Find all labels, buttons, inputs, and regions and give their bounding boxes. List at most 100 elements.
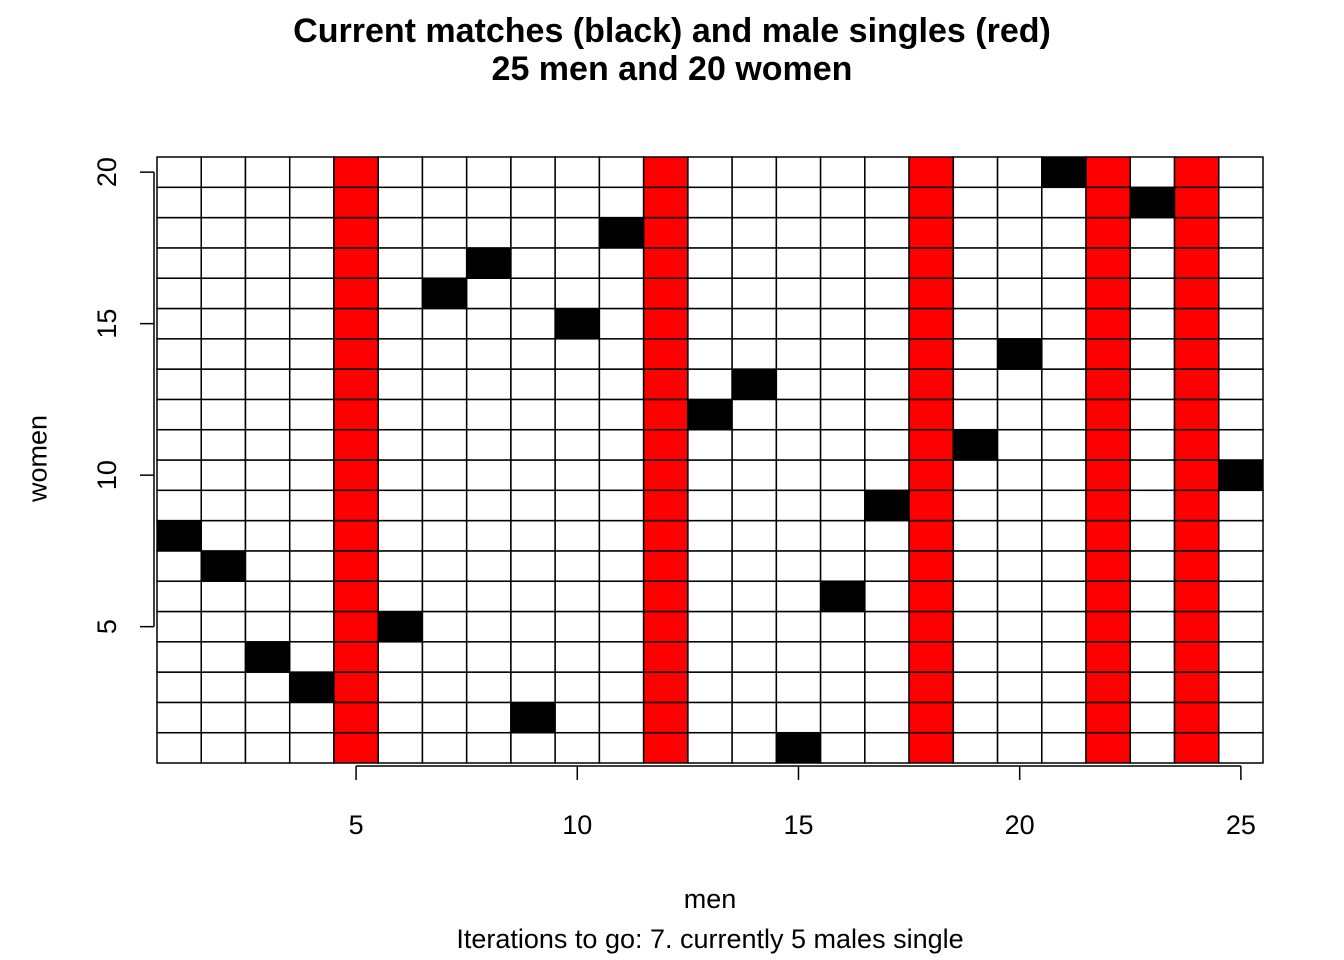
cell-empty-man19-woman4 bbox=[952, 641, 999, 673]
cell-empty-man19-woman10 bbox=[952, 459, 999, 492]
cell-empty-man19-woman6 bbox=[952, 580, 999, 613]
cell-empty-man4-woman19 bbox=[288, 186, 335, 219]
cell-empty-man23-woman7 bbox=[1129, 550, 1176, 582]
cell-empty-man11-woman9 bbox=[598, 489, 645, 522]
cell-empty-man3-woman16 bbox=[244, 277, 291, 310]
cell-match-man17-woman9 bbox=[864, 489, 910, 522]
cell-empty-man8-woman15 bbox=[465, 307, 512, 340]
cell-empty-man2-woman1 bbox=[200, 731, 247, 764]
cell-empty-man7-woman20 bbox=[421, 156, 468, 189]
cell-single-man12-woman17 bbox=[642, 247, 689, 279]
cell-empty-man16-woman19 bbox=[819, 186, 866, 219]
cell-empty-man10-woman12 bbox=[554, 398, 601, 431]
cell-single-man5-woman9 bbox=[333, 489, 379, 522]
cell-empty-man3-woman10 bbox=[244, 459, 291, 492]
cell-empty-man9-woman10 bbox=[510, 459, 556, 492]
cell-empty-man19-woman18 bbox=[952, 216, 999, 249]
cell-empty-man19-woman20 bbox=[952, 156, 999, 189]
cell-empty-man20-woman16 bbox=[996, 277, 1043, 310]
cell-empty-man14-woman14 bbox=[731, 338, 778, 370]
cell-empty-man8-woman19 bbox=[465, 186, 512, 219]
cell-empty-man23-woman2 bbox=[1129, 701, 1176, 734]
cell-empty-man14-woman5 bbox=[731, 610, 778, 643]
cell-single-man22-woman1 bbox=[1085, 731, 1132, 764]
cell-empty-man2-woman16 bbox=[200, 277, 247, 310]
cell-empty-man25-woman6 bbox=[1218, 580, 1264, 613]
cell-empty-man7-woman10 bbox=[421, 459, 468, 492]
cell-empty-man20-woman8 bbox=[996, 519, 1043, 552]
cell-empty-man25-woman11 bbox=[1218, 428, 1264, 461]
cell-empty-man9-woman13 bbox=[510, 368, 556, 401]
cell-empty-man10-woman18 bbox=[554, 216, 601, 249]
cell-empty-man13-woman5 bbox=[687, 610, 733, 643]
cell-empty-man21-woman7 bbox=[1041, 550, 1087, 582]
cell-empty-man23-woman12 bbox=[1129, 398, 1176, 431]
cell-single-man5-woman19 bbox=[333, 186, 379, 219]
cell-empty-man11-woman10 bbox=[598, 459, 645, 492]
cell-match-man8-woman17 bbox=[465, 247, 512, 279]
cell-single-man18-woman4 bbox=[908, 641, 955, 673]
cell-empty-man6-woman11 bbox=[377, 428, 424, 461]
cell-match-man7-woman16 bbox=[421, 277, 468, 310]
cell-empty-man19-woman2 bbox=[952, 701, 999, 734]
cell-empty-man20-woman5 bbox=[996, 610, 1043, 643]
cell-empty-man11-woman19 bbox=[598, 186, 645, 219]
chart-subtitle: Iterations to go: 7. currently 5 males s… bbox=[456, 924, 964, 954]
cell-single-man18-woman20 bbox=[908, 156, 955, 189]
cell-empty-man11-woman8 bbox=[598, 519, 645, 552]
cell-empty-man15-woman18 bbox=[775, 216, 822, 249]
cell-empty-man11-woman12 bbox=[598, 398, 645, 431]
cell-empty-man1-woman5 bbox=[156, 610, 202, 643]
cell-empty-man16-woman4 bbox=[819, 641, 866, 673]
cell-empty-man4-woman8 bbox=[288, 519, 335, 552]
cell-single-man5-woman17 bbox=[333, 247, 379, 279]
cell-empty-man19-woman3 bbox=[952, 671, 999, 704]
cell-empty-man17-woman5 bbox=[864, 610, 910, 643]
cell-empty-man8-woman4 bbox=[465, 641, 512, 673]
cell-empty-man10-woman20 bbox=[554, 156, 601, 189]
cell-single-man24-woman19 bbox=[1173, 186, 1220, 219]
cell-empty-man7-woman13 bbox=[421, 368, 468, 401]
cell-empty-man16-woman3 bbox=[819, 671, 866, 704]
cell-empty-man7-woman18 bbox=[421, 216, 468, 249]
cell-empty-man11-woman6 bbox=[598, 580, 645, 613]
cell-empty-man10-woman6 bbox=[554, 580, 601, 613]
cell-single-man24-woman20 bbox=[1173, 156, 1220, 189]
cell-empty-man3-woman6 bbox=[244, 580, 291, 613]
cell-empty-man2-woman9 bbox=[200, 489, 247, 522]
cell-empty-man2-woman2 bbox=[200, 701, 247, 734]
cell-empty-man21-woman3 bbox=[1041, 671, 1087, 704]
cell-empty-man7-woman3 bbox=[421, 671, 468, 704]
cell-empty-man20-woman4 bbox=[996, 641, 1043, 673]
cell-empty-man11-woman3 bbox=[598, 671, 645, 704]
cell-single-man12-woman20 bbox=[642, 156, 689, 189]
cell-single-man18-woman10 bbox=[908, 459, 955, 492]
cell-empty-man17-woman8 bbox=[864, 519, 910, 552]
cell-empty-man11-woman20 bbox=[598, 156, 645, 189]
cell-single-man5-woman6 bbox=[333, 580, 379, 613]
cell-empty-man21-woman19 bbox=[1041, 186, 1087, 219]
cell-single-man12-woman19 bbox=[642, 186, 689, 219]
cell-match-man16-woman6 bbox=[819, 580, 866, 613]
cell-empty-man10-woman7 bbox=[554, 550, 601, 582]
cell-empty-man11-woman14 bbox=[598, 338, 645, 370]
cell-empty-man13-woman16 bbox=[687, 277, 733, 310]
cell-match-man19-woman11 bbox=[952, 428, 999, 461]
cell-single-man24-woman16 bbox=[1173, 277, 1220, 310]
cell-empty-man19-woman5 bbox=[952, 610, 999, 643]
x-axis: 5 10 15 20 25 bbox=[349, 765, 1256, 840]
cell-empty-man20-woman15 bbox=[996, 307, 1043, 340]
cell-single-man22-woman4 bbox=[1085, 641, 1132, 673]
cell-empty-man9-woman20 bbox=[510, 156, 556, 189]
cell-empty-man1-woman13 bbox=[156, 368, 202, 401]
cell-match-man25-woman10 bbox=[1218, 459, 1264, 492]
cell-empty-man3-woman12 bbox=[244, 398, 291, 431]
cell-single-man22-woman13 bbox=[1085, 368, 1132, 401]
cell-empty-man6-woman2 bbox=[377, 701, 424, 734]
cell-empty-man25-woman5 bbox=[1218, 610, 1264, 643]
cell-empty-man9-woman18 bbox=[510, 216, 556, 249]
cell-empty-man17-woman13 bbox=[864, 368, 910, 401]
cell-empty-man21-woman8 bbox=[1041, 519, 1087, 552]
cell-empty-man10-woman1 bbox=[554, 731, 601, 764]
